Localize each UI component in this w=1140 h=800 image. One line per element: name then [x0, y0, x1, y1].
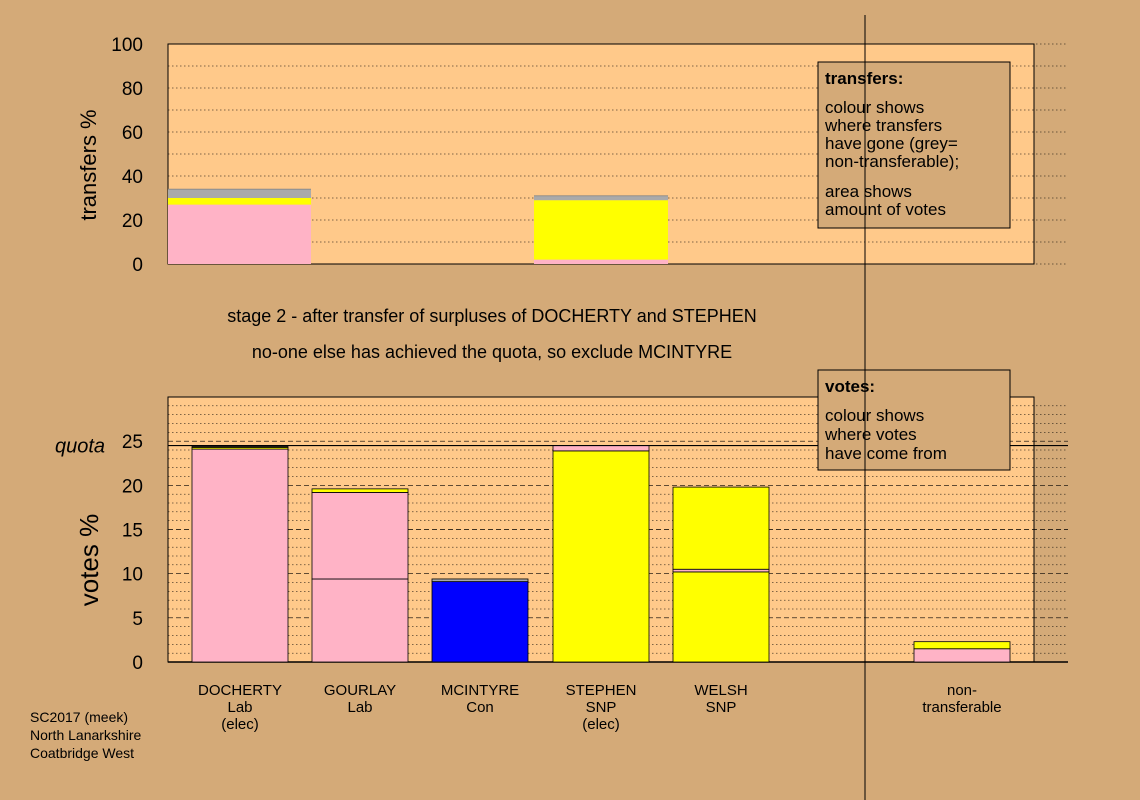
- source-note-line: North Lanarkshire: [30, 727, 141, 743]
- votes-bar-segment: [552, 450, 650, 663]
- transfers-chart: 0 20 40 60 80 100 transfers % transfers: colo…: [76, 35, 1068, 276]
- votes-x-tick-label: MCINTYRE: [441, 682, 519, 699]
- votes-legend-line: have come from: [825, 444, 947, 463]
- transfers-bars: [168, 188, 668, 264]
- transfers-legend-title: transfers:: [825, 69, 903, 88]
- transfers-legend-line: where transfers: [824, 116, 942, 135]
- votes-bar-segment: [552, 445, 650, 452]
- transfers-y-ticks: 0 20 40 60 80 100: [111, 35, 143, 276]
- votes-x-tick-label: Lab: [347, 699, 372, 716]
- votes-bar-segment: [311, 491, 409, 580]
- votes-legend-line: colour shows: [825, 406, 924, 425]
- votes-bar-segment: [311, 488, 409, 493]
- transfers-legend-line: area shows: [825, 182, 912, 201]
- votes-x-tick-label: GOURLAY: [324, 682, 396, 699]
- transfers-y-tick-label: 20: [122, 211, 143, 232]
- exclusion-note: no-one else has achieved the quota, so e…: [252, 342, 732, 362]
- transfers-y-tick-label: 100: [111, 35, 143, 56]
- transfers-legend-line: amount of votes: [825, 200, 946, 219]
- votes-x-tick-label: SNP: [706, 699, 737, 716]
- transfers-y-tick-label: 60: [122, 123, 143, 144]
- votes-x-tick-label: Lab: [227, 699, 252, 716]
- transfers-bar-segment: [534, 195, 668, 201]
- transfers-legend-background: [817, 61, 1011, 229]
- votes-y-axis-label: votes %: [74, 514, 104, 607]
- votes-x-tick-label: DOCHERTY: [198, 682, 282, 699]
- transfers-y-tick-label: 80: [122, 79, 143, 100]
- votes-x-tick-label: transferable: [922, 699, 1001, 716]
- votes-x-tick-label: STEPHEN: [566, 682, 637, 699]
- transfers-y-axis-label: transfers %: [76, 109, 101, 220]
- votes-x-tick-label: WELSH: [694, 682, 747, 699]
- transfers-bar-segment: [168, 198, 311, 205]
- source-note-line: SC2017 (meek): [30, 709, 128, 725]
- votes-y-tick-label: 10: [122, 565, 143, 586]
- votes-x-tick-label: (elec): [582, 716, 620, 733]
- votes-bar-segment: [431, 578, 529, 583]
- votes-bar-segment: [311, 578, 409, 663]
- votes-y-tick-label: 15: [122, 521, 143, 542]
- quota-label: quota: [55, 436, 105, 458]
- transfers-legend-line: non-transferable);: [825, 152, 959, 171]
- votes-x-tick-label: non-: [947, 682, 977, 699]
- votes-x-axis-labels: DOCHERTYLab(elec)GOURLAYLabMCINTYREConST…: [198, 682, 1002, 733]
- votes-bar-segment: [913, 648, 1011, 663]
- votes-bar-segment: [913, 641, 1011, 650]
- votes-x-tick-label: (elec): [221, 716, 259, 733]
- transfers-bar-segment: [168, 189, 311, 198]
- transfers-bar-segment: [534, 259, 668, 264]
- votes-y-tick-label: 20: [122, 476, 143, 497]
- votes-bar-segment: [672, 571, 770, 663]
- transfers-bar-segment: [168, 204, 311, 264]
- votes-x-tick-label: SNP: [586, 699, 617, 716]
- source-note-line: Coatbridge West: [30, 745, 134, 761]
- stage-description: stage 2 - after transfer of surpluses of…: [227, 306, 757, 326]
- votes-y-tick-label: 25: [122, 432, 143, 453]
- transfers-legend-box: transfers: colour shows where transfers …: [817, 61, 1011, 229]
- votes-bar-segment: [672, 486, 770, 570]
- votes-x-tick-label: Con: [466, 699, 494, 716]
- votes-bars: [191, 445, 1011, 663]
- votes-bar-segment: [431, 581, 529, 663]
- votes-y-tick-label: 5: [132, 609, 143, 630]
- votes-bar-segment: [191, 446, 289, 448]
- transfers-bar-segment: [534, 200, 668, 260]
- transfers-y-tick-label: 0: [132, 255, 143, 276]
- transfers-legend-line: have gone (grey=: [825, 134, 958, 153]
- votes-bar-segment: [191, 448, 289, 663]
- votes-y-tick-label: 0: [132, 653, 143, 674]
- votes-y-ticks: 0 5 10 15 20 25: [122, 432, 143, 674]
- transfers-legend-line: colour shows: [825, 98, 924, 117]
- votes-legend-title: votes:: [825, 377, 875, 396]
- votes-legend-line: where votes: [824, 425, 917, 444]
- votes-legend-background: [817, 369, 1011, 471]
- votes-legend-box: votes: colour shows where votes have com…: [817, 369, 1011, 471]
- transfers-y-tick-label: 40: [122, 167, 143, 188]
